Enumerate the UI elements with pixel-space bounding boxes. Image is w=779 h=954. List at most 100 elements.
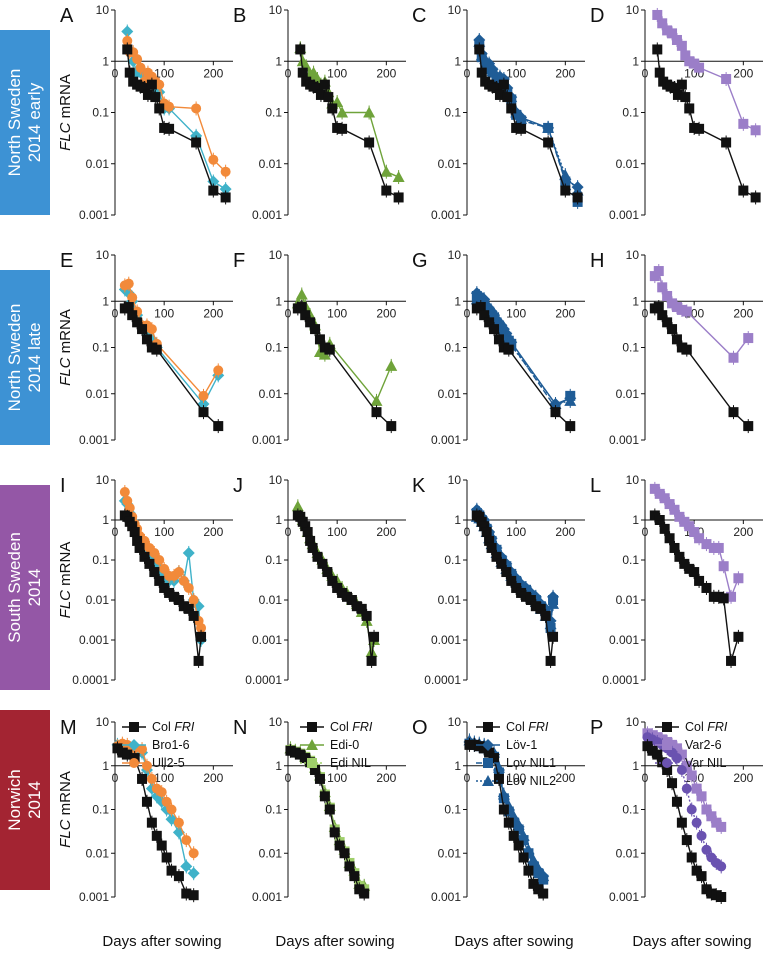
data-point: [662, 317, 673, 328]
data-point: [691, 783, 702, 794]
data-point: [146, 773, 157, 784]
data-point: [512, 818, 525, 830]
data-point: [191, 137, 202, 148]
data-point: [535, 603, 546, 614]
data-point: [188, 610, 199, 621]
data-point: [132, 535, 143, 546]
y-tick-label: 0.1: [265, 341, 282, 355]
data-point: [653, 302, 664, 313]
data-point: [312, 83, 323, 94]
legend-label: Var2-6: [685, 738, 722, 752]
y-tick-label: 0.01: [259, 387, 283, 401]
data-point: [716, 892, 727, 902]
panel-N: N 10 1 0.1 0.01 0.001 0 100 200: [233, 715, 406, 904]
data-point: [489, 324, 500, 335]
data-point: [532, 862, 545, 874]
series-edi: [294, 41, 405, 185]
data-point: [680, 50, 691, 61]
x-tick-label: 100: [154, 525, 174, 539]
data-point: [370, 394, 383, 406]
data-point: [161, 852, 172, 863]
x-tick-label: 0: [464, 306, 471, 320]
data-point: [681, 306, 692, 317]
x-axis-label: Days after sowing: [275, 933, 394, 950]
legend-label: Col FRI: [152, 720, 195, 734]
data-point: [542, 121, 555, 133]
data-point: [161, 796, 172, 807]
x-tick-label: 200: [376, 306, 396, 320]
data-point: [684, 103, 695, 114]
series-lov: [473, 32, 584, 195]
data-point: [371, 407, 382, 418]
data-point: [476, 67, 487, 78]
data-point: [484, 747, 495, 758]
data-point: [523, 865, 534, 876]
data-point: [733, 573, 744, 584]
data-point: [219, 183, 232, 196]
data-point: [508, 830, 519, 841]
data-point: [295, 44, 306, 55]
row-label-line: 2014: [25, 569, 44, 607]
data-point: [696, 791, 707, 802]
data-point: [317, 558, 328, 569]
data-point: [676, 79, 687, 90]
data-point: [659, 493, 670, 504]
y-tick-label: 0.01: [86, 593, 110, 607]
x-tick-label: 200: [203, 525, 223, 539]
y-tick-label: 0.01: [616, 387, 640, 401]
y-tick-label: 1: [454, 294, 461, 308]
data-point: [572, 192, 583, 203]
y-tick-label: 0.001: [79, 633, 109, 647]
data-point: [141, 334, 152, 345]
data-point: [182, 546, 195, 559]
data-point: [686, 770, 697, 781]
data-point: [164, 123, 175, 134]
row-label-line: 2014: [25, 781, 44, 819]
y-tick-label: 1: [102, 759, 109, 773]
y-axis-label-rest: mRNA: [57, 74, 74, 122]
data-point: [479, 53, 492, 65]
data-point: [559, 169, 572, 181]
x-tick-label: 0: [464, 525, 471, 539]
data-point: [297, 67, 308, 78]
legend-label: Lov NIL1: [506, 756, 556, 770]
data-point: [156, 787, 167, 798]
data-point: [181, 835, 192, 846]
panel-letter: H: [590, 250, 604, 272]
data-point: [198, 390, 209, 401]
data-point: [657, 18, 668, 29]
data-point: [676, 749, 687, 760]
panel-K: K 10 1 0.1 0.01 0.001 0.0001 0 100 200: [412, 473, 585, 687]
data-point: [522, 843, 535, 855]
y-tick-label: 0.01: [616, 157, 640, 171]
data-point: [146, 817, 157, 828]
y-tick-label: 1: [632, 54, 639, 68]
series-line: [126, 40, 227, 173]
data-point: [327, 103, 338, 114]
legend-marker: [128, 739, 140, 751]
data-point: [208, 154, 219, 165]
data-point: [654, 67, 665, 78]
legend-label: Bro1-6: [152, 738, 190, 752]
data-point: [672, 89, 683, 100]
data-point: [681, 835, 692, 846]
x-tick-label: 0: [285, 771, 292, 785]
legend-marker: [306, 739, 318, 750]
data-point: [506, 103, 517, 114]
legend-label-text: Edi NIL: [330, 756, 371, 770]
data-point: [481, 527, 492, 538]
data-point: [220, 192, 231, 203]
legend-label-text: Edi-0: [330, 738, 359, 752]
legend-P: Col FRI Var2-6 Var NIL: [655, 720, 728, 770]
data-point: [193, 655, 204, 666]
data-point: [565, 421, 576, 432]
data-point: [154, 555, 165, 565]
y-tick-label: 10: [626, 715, 640, 729]
data-point: [139, 551, 150, 562]
panel-letter: C: [412, 5, 426, 27]
data-point: [701, 844, 712, 855]
data-point: [336, 106, 349, 118]
y-tick-label: 0.01: [438, 593, 462, 607]
y-tick-label: 10: [96, 3, 110, 17]
data-point: [538, 888, 549, 899]
